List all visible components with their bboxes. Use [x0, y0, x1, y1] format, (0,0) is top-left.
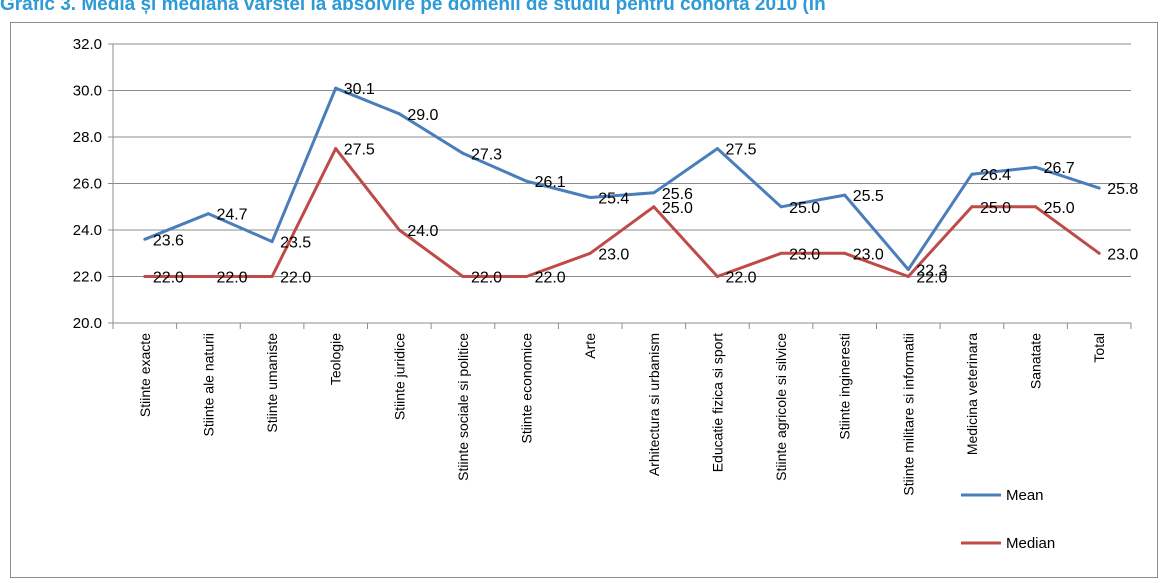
data-label: 25.8 [1107, 181, 1138, 198]
y-tick-label: 26.0 [73, 176, 102, 193]
data-point [1034, 205, 1038, 209]
data-label: 25.0 [980, 200, 1011, 217]
data-point [1097, 251, 1101, 255]
x-tick-label: Stiinte exacte [137, 333, 153, 417]
data-label: 23.5 [280, 235, 311, 252]
y-tick-label: 32.0 [73, 36, 102, 53]
y-tick-label: 24.0 [73, 222, 102, 239]
data-point [652, 205, 656, 209]
y-tick-label: 28.0 [73, 129, 102, 146]
x-tick-label: Stiinte ale naturii [200, 333, 216, 437]
data-point [525, 275, 529, 278]
x-tick-label: Sanatate [1028, 333, 1044, 389]
data-label: 25.4 [598, 190, 629, 207]
data-label: 22.3 [916, 263, 947, 280]
data-point [779, 205, 783, 209]
data-label: 26.1 [535, 174, 566, 191]
data-label: 25.0 [789, 200, 820, 217]
data-point [143, 237, 147, 241]
data-label: 25.5 [853, 188, 884, 205]
data-label: 29.0 [407, 107, 438, 124]
x-tick-label: Educatie fizica si sport [709, 333, 725, 472]
x-tick-label: Stiinte agricole si silvice [773, 333, 789, 481]
data-label: 22.0 [471, 270, 502, 287]
data-point [461, 151, 465, 155]
data-label: 22.0 [535, 270, 566, 287]
data-point [334, 147, 338, 151]
x-tick-label: Arhitectura si urbanism [646, 333, 662, 476]
data-label: 25.6 [662, 186, 693, 203]
data-point [652, 191, 656, 195]
data-label: 23.0 [789, 246, 820, 263]
data-point [970, 172, 974, 176]
data-label: 22.0 [216, 270, 247, 287]
data-point [461, 275, 465, 278]
data-point [843, 251, 847, 255]
data-label: 22.0 [280, 270, 311, 287]
data-label: 26.4 [980, 167, 1011, 184]
data-label: 22.0 [916, 270, 947, 287]
data-point [143, 275, 147, 278]
x-tick-label: Total [1091, 333, 1107, 363]
x-tick-label: Arte [582, 333, 598, 359]
x-tick-label: Stiinte umaniste [264, 333, 280, 433]
data-point [906, 275, 910, 278]
data-label: 23.6 [153, 232, 184, 249]
y-tick-label: 20.0 [73, 315, 102, 332]
data-label: 23.0 [1107, 246, 1138, 263]
data-label: 25.0 [662, 200, 693, 217]
data-label: 24.7 [216, 207, 247, 224]
legend-label: Mean [1006, 487, 1044, 504]
data-point [970, 205, 974, 209]
data-label: 27.5 [725, 142, 756, 159]
x-tick-label: Stiinte juridice [391, 333, 407, 420]
series-line-mean [144, 86, 1100, 271]
data-point [588, 195, 592, 199]
data-point [270, 240, 274, 244]
data-point [906, 268, 910, 272]
chart-title: Grafic 3. Media și mediana vârstei la ab… [0, 0, 826, 15]
x-tick-label: Medicina veterinara [964, 333, 980, 455]
x-tick-label: Stiinte ingineresti [837, 333, 853, 440]
data-point [843, 193, 847, 197]
data-label: 30.1 [344, 81, 375, 98]
data-point [779, 251, 783, 255]
x-tick-label: Stiinte sociale si politice [455, 333, 471, 481]
data-label: 23.0 [598, 246, 629, 263]
y-tick-label: 22.0 [73, 269, 102, 286]
data-label: 24.0 [407, 223, 438, 240]
data-label: 27.3 [471, 146, 502, 163]
data-point [397, 228, 401, 232]
data-point [334, 86, 338, 90]
data-label: 27.5 [344, 142, 375, 159]
data-label: 25.0 [1044, 200, 1075, 217]
data-label: 26.7 [1044, 160, 1075, 177]
legend-label: Median [1006, 535, 1055, 552]
data-point [270, 275, 274, 278]
series-line-median [144, 147, 1101, 278]
data-point [1034, 165, 1038, 169]
x-tick-label: Stiinte militare si informatii [900, 333, 916, 496]
x-tick-label: Stiinte economice [519, 333, 535, 444]
data-point [588, 251, 592, 255]
data-point [715, 275, 719, 278]
data-label: 23.0 [853, 246, 884, 263]
data-point [1097, 186, 1101, 190]
data-point [206, 275, 210, 278]
line-chart: 20.0 22.0 24.0 26.0 28.0 30.0 32.0 Stiinte exac… [73, 36, 1139, 552]
data-point [397, 112, 401, 116]
y-tick-label: 30.0 [73, 83, 102, 100]
x-tick-label: Teologie [328, 333, 344, 385]
data-label: 22.0 [725, 270, 756, 287]
chart-frame: 20.0 22.0 24.0 26.0 28.0 30.0 32.0 Stiinte exac… [10, 22, 1158, 578]
data-point [206, 212, 210, 216]
data-point [715, 147, 719, 151]
data-label: 22.0 [153, 270, 184, 287]
data-point [525, 179, 529, 183]
